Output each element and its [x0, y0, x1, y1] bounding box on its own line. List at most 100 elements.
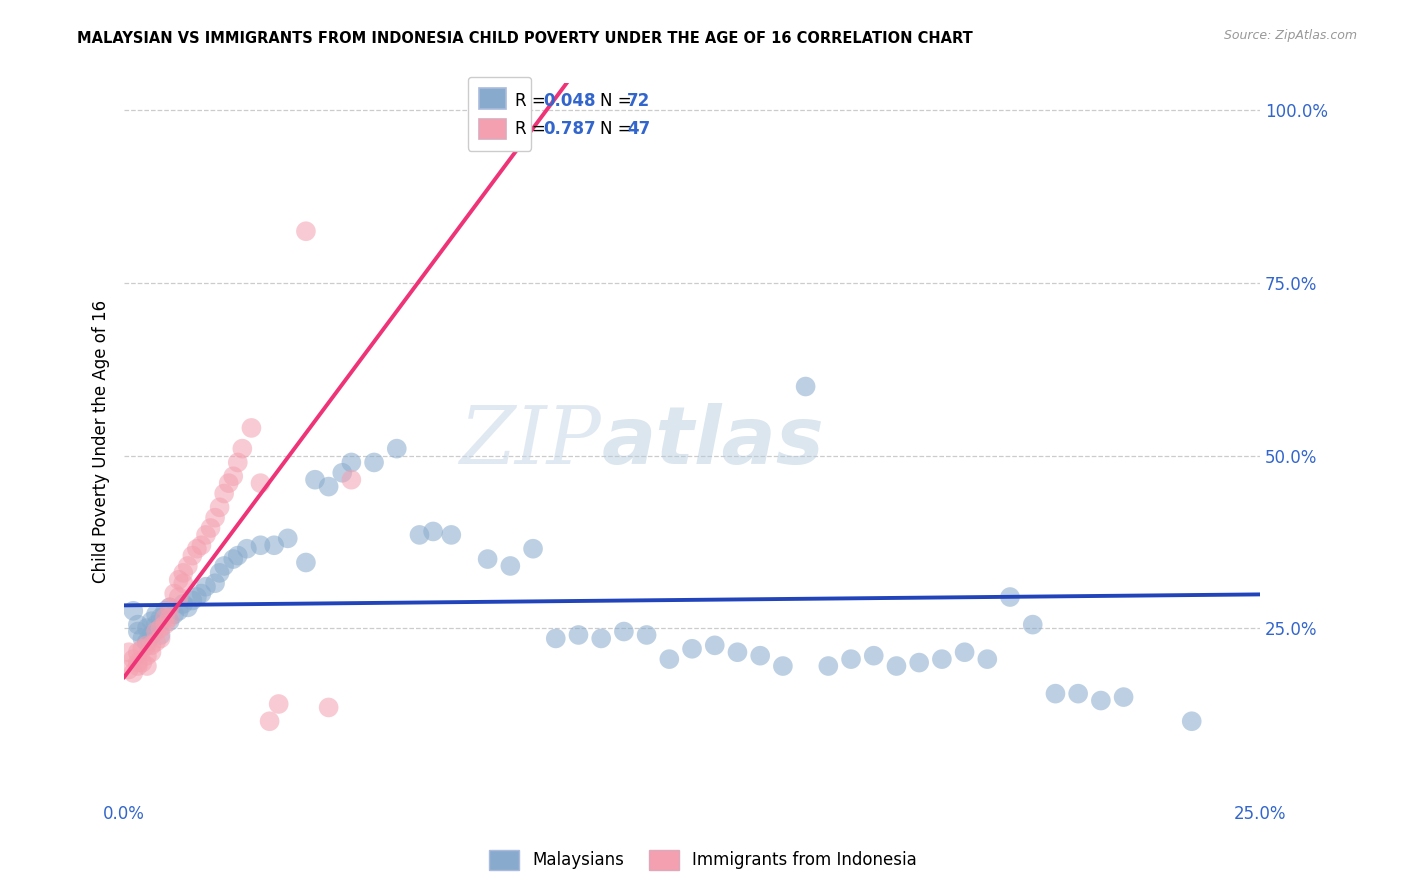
Text: 47: 47	[627, 120, 651, 138]
Point	[153, 617, 176, 632]
Point	[681, 641, 703, 656]
Point	[145, 607, 167, 622]
Point	[181, 593, 204, 607]
Point	[136, 621, 159, 635]
Point	[149, 621, 172, 635]
Point	[153, 611, 176, 625]
Point	[591, 632, 613, 646]
Point	[167, 604, 190, 618]
Point	[159, 600, 181, 615]
Point	[422, 524, 444, 539]
Point	[172, 597, 194, 611]
Point	[385, 442, 408, 456]
Point	[318, 700, 340, 714]
Point	[1022, 617, 1045, 632]
Point	[200, 521, 222, 535]
Point	[118, 645, 141, 659]
Text: atlas: atlas	[602, 402, 824, 481]
Point	[240, 421, 263, 435]
Point	[163, 607, 186, 622]
Point	[186, 590, 208, 604]
Point	[145, 617, 167, 632]
Point	[772, 659, 794, 673]
Point	[267, 697, 290, 711]
Point	[1067, 687, 1090, 701]
Point	[886, 659, 908, 673]
Point	[226, 549, 249, 563]
Point	[167, 573, 190, 587]
Point	[177, 558, 200, 573]
Point	[127, 659, 149, 673]
Point	[190, 586, 212, 600]
Point	[1090, 693, 1112, 707]
Point	[131, 641, 153, 656]
Point	[953, 645, 976, 659]
Point	[839, 652, 862, 666]
Point	[613, 624, 636, 639]
Text: 0.787: 0.787	[543, 120, 596, 138]
Point	[236, 541, 259, 556]
Point	[118, 663, 141, 677]
Point	[177, 600, 200, 615]
Point	[127, 624, 149, 639]
Point	[304, 473, 326, 487]
Point	[159, 614, 181, 628]
Point	[145, 635, 167, 649]
Point	[794, 379, 817, 393]
Point	[249, 476, 271, 491]
Point	[259, 714, 281, 729]
Point	[703, 638, 725, 652]
Point	[136, 648, 159, 663]
Point	[195, 528, 218, 542]
Point	[141, 614, 163, 628]
Point	[136, 638, 159, 652]
Point	[544, 632, 567, 646]
Point	[153, 604, 176, 618]
Point	[231, 442, 253, 456]
Point	[136, 659, 159, 673]
Point	[145, 624, 167, 639]
Point	[567, 628, 589, 642]
Point	[141, 628, 163, 642]
Point	[363, 455, 385, 469]
Point	[226, 455, 249, 469]
Point	[340, 473, 363, 487]
Point	[195, 580, 218, 594]
Y-axis label: Child Poverty Under the Age of 16: Child Poverty Under the Age of 16	[93, 301, 110, 583]
Point	[499, 558, 522, 573]
Point	[522, 541, 544, 556]
Point	[127, 617, 149, 632]
Point	[218, 476, 240, 491]
Point	[212, 558, 235, 573]
Text: N =: N =	[600, 120, 637, 138]
Point	[181, 549, 204, 563]
Text: R =: R =	[515, 92, 551, 110]
Point	[172, 566, 194, 580]
Point	[222, 552, 245, 566]
Point	[749, 648, 772, 663]
Point	[208, 500, 231, 515]
Point	[440, 528, 463, 542]
Point	[204, 510, 226, 524]
Legend: Malaysians, Immigrants from Indonesia: Malaysians, Immigrants from Indonesia	[482, 843, 924, 877]
Text: 0.048: 0.048	[543, 92, 596, 110]
Point	[212, 486, 235, 500]
Legend: , : ,	[468, 77, 531, 151]
Point	[998, 590, 1021, 604]
Point	[149, 611, 172, 625]
Point	[249, 538, 271, 552]
Point	[208, 566, 231, 580]
Point	[862, 648, 884, 663]
Text: R =: R =	[515, 120, 551, 138]
Point	[159, 611, 181, 625]
Point	[149, 628, 172, 642]
Point	[131, 632, 153, 646]
Point	[340, 455, 363, 469]
Point	[1045, 687, 1067, 701]
Point	[408, 528, 430, 542]
Text: 72: 72	[627, 92, 651, 110]
Point	[318, 480, 340, 494]
Point	[1181, 714, 1204, 729]
Point	[817, 659, 839, 673]
Point	[658, 652, 681, 666]
